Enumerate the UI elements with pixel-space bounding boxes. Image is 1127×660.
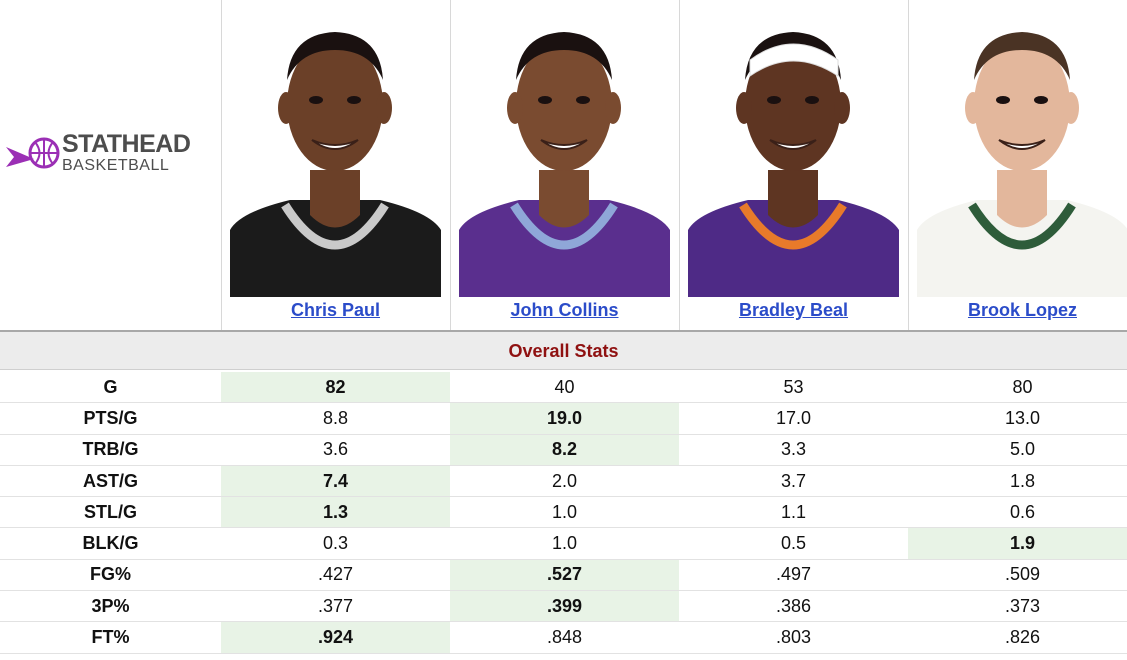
player-silhouette-icon [459,0,670,297]
divider [450,0,451,330]
comparison-header: STATHEAD BASKETBALL Chris Paul John Colli… [0,0,1127,330]
player-column-header: Brook Lopez [908,0,1127,330]
player-name-link[interactable]: Bradley Beal [738,300,849,320]
player-photo[interactable] [459,0,670,297]
stat-value: 1.0 [450,496,679,529]
stat-label: STL/G [0,496,221,529]
stat-value-best: 7.4 [221,465,450,498]
stat-value: .427 [221,559,450,592]
stat-label: G [0,372,221,404]
stat-label: 3P% [0,590,221,623]
stat-row: PTS/G 8.8 19.0 17.0 13.0 [0,402,1127,435]
stat-label: AST/G [0,465,221,498]
stat-row: 3P% .377.399.386.373 [0,590,1127,623]
stat-value-best: 1.3 [221,496,450,529]
stat-row: STL/G 1.3 1.0 1.1 0.6 [0,496,1127,529]
stat-label: TRB/G [0,434,221,466]
stat-value: 3.3 [679,434,908,466]
stat-value-best: 1.9 [908,527,1127,560]
stat-value-best: 8.2 [450,434,679,466]
stat-value: 0.3 [221,527,450,560]
logo-wordmark: STATHEAD [62,130,191,158]
player-photo[interactable] [917,0,1127,297]
divider [679,0,680,330]
player-silhouette-icon [917,0,1127,297]
stat-value-best: 82 [221,372,450,404]
stat-label: FG% [0,559,221,592]
player-photo[interactable] [688,0,899,297]
stat-value: .509 [908,559,1127,592]
stat-row: AST/G 7.4 2.0 3.7 1.8 [0,465,1127,498]
stat-value: .826 [908,621,1127,654]
basketball-logo-icon [6,137,60,169]
player-column-header: John Collins [450,0,679,330]
player-column-header: Chris Paul [221,0,450,330]
stat-value: .497 [679,559,908,592]
stat-label: PTS/G [0,402,221,435]
stat-value: .377 [221,590,450,623]
stat-value: .386 [679,590,908,623]
stat-value: .373 [908,590,1127,623]
section-header-overall-stats: Overall Stats [0,330,1127,370]
stat-value: 3.7 [679,465,908,498]
player-column-header: Bradley Beal [679,0,908,330]
stat-row: TRB/G 3.6 8.2 3.3 5.0 [0,434,1127,466]
stat-row: FG% .427.527.497.509 [0,559,1127,592]
stat-value: 1.1 [679,496,908,529]
stat-value: 3.6 [221,434,450,466]
stat-row: FT% .924.848.803.826 [0,621,1127,654]
stat-value: 0.5 [679,527,908,560]
player-name-link[interactable]: Brook Lopez [967,300,1077,320]
stat-value: 2.0 [450,465,679,498]
player-silhouette-icon [688,0,899,297]
player-name-link[interactable]: John Collins [510,300,619,320]
stat-value-best: .924 [221,621,450,654]
stat-label: FT% [0,621,221,654]
stathead-logo[interactable]: STATHEAD BASKETBALL [4,130,191,174]
stat-value: 8.8 [221,402,450,435]
player-silhouette-icon [230,0,441,297]
logo-cell: STATHEAD BASKETBALL [0,0,221,330]
divider [908,0,909,330]
player-photo[interactable] [230,0,441,297]
stat-value-best: .399 [450,590,679,623]
logo-subtitle: BASKETBALL [62,157,170,174]
stat-value: 5.0 [908,434,1127,466]
stat-label: BLK/G [0,527,221,560]
stat-row: G 82 40 53 80 [0,372,1127,404]
stat-value-best: .527 [450,559,679,592]
stat-value: 80 [908,372,1127,404]
stats-table: G 82 40 53 80 PTS/G 8.8 19.0 17.0 13.0 TRB/G 3.6 8.2… [0,372,1127,654]
stat-value: .803 [679,621,908,654]
divider [221,0,222,330]
stat-value: 13.0 [908,402,1127,435]
stat-value: 0.6 [908,496,1127,529]
stat-value: 53 [679,372,908,404]
stat-row: BLK/G 0.3 1.0 0.5 1.9 [0,527,1127,560]
stat-value: 1.0 [450,527,679,560]
stat-value: 17.0 [679,402,908,435]
stat-value: 1.8 [908,465,1127,498]
stat-value-best: 19.0 [450,402,679,435]
stat-value: .848 [450,621,679,654]
stat-value: 40 [450,372,679,404]
player-name-link[interactable]: Chris Paul [290,300,381,320]
